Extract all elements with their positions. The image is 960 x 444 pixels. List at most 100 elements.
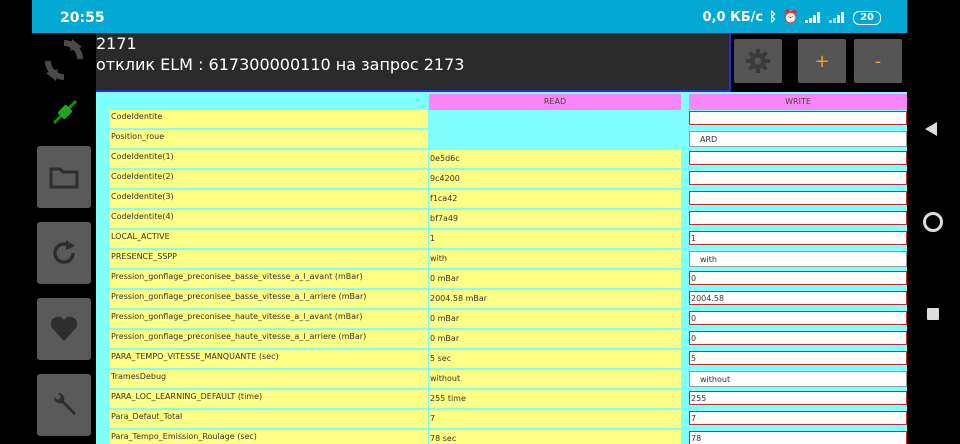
param-write-input[interactable] <box>689 211 907 225</box>
param-read-value: 2004.58 mBar <box>429 290 681 308</box>
param-name: Pression_gonflage_preconisee_basse_vites… <box>109 270 428 288</box>
param-write-input[interactable]: 7 <box>689 411 907 425</box>
param-name: CodeIdentite(1) <box>109 150 428 168</box>
param-read-value: 1 <box>429 230 681 248</box>
param-write-select[interactable]: ARD <box>689 131 907 147</box>
signal-icon-2 <box>829 12 847 23</box>
param-name: Para_Defaut_Total <box>109 410 428 428</box>
recents-icon[interactable] <box>927 308 939 320</box>
table-row: Pression_gonflage_preconisee_haute_vites… <box>96 310 907 330</box>
param-write-input[interactable] <box>689 171 907 185</box>
param-write-input[interactable]: 255 <box>689 391 907 405</box>
param-write-input[interactable]: 78 <box>689 431 907 444</box>
table-row: CodeIdentite(1) 0e5d6c <box>96 150 907 170</box>
param-read-value <box>429 110 681 128</box>
param-read-value: with <box>429 250 681 268</box>
param-name: TramesDebug <box>109 370 428 388</box>
read-column-header: READ <box>429 94 681 110</box>
param-read-value: 78 sec <box>429 430 681 444</box>
param-name: LOCAL_ACTIVE <box>109 230 428 248</box>
table-row: Position_roue ARD <box>96 130 907 150</box>
table-row: LOCAL_ACTIVE 1 1 <box>96 230 907 250</box>
param-read-value: 0 mBar <box>429 270 681 288</box>
signal-icon <box>805 12 823 23</box>
table-row: PARA_LOC_LEARNING_DEFAULT (time) 255 time… <box>96 390 907 410</box>
table-row: CodeIdentite(2) 9c4200 <box>96 170 907 190</box>
battery-icon: 20 <box>853 10 881 25</box>
status-time: 20:55 <box>60 10 105 26</box>
status-indicators: 0,0 КБ/с ᛒ ⏰ 20 <box>703 10 881 25</box>
param-name: Pression_gonflage_preconisee_haute_vites… <box>109 330 428 348</box>
favorite-button[interactable] <box>37 298 91 360</box>
table-row: CodeIdentite(4) bf7a49 <box>96 210 907 230</box>
param-write-input[interactable]: 0 <box>689 331 907 345</box>
param-read-value: 255 time <box>429 390 681 408</box>
param-write-input[interactable] <box>689 191 907 205</box>
sync-icon[interactable] <box>42 37 86 83</box>
bluetooth-icon: ᛒ <box>769 10 777 25</box>
heart-icon <box>50 316 78 341</box>
param-name: CodeIdentite(2) <box>109 170 428 188</box>
table-row: Pression_gonflage_preconisee_basse_vites… <box>96 270 907 290</box>
param-write-input[interactable]: 0 <box>689 271 907 285</box>
param-write-select[interactable]: without <box>689 371 907 387</box>
wrench-icon <box>53 392 76 415</box>
param-name: CodeIdentite(4) <box>109 210 428 228</box>
param-write-input[interactable] <box>689 151 907 165</box>
table-row: CodeIdentite(3) f1ca42 <box>96 190 907 210</box>
param-name: CodeIdentite <box>109 110 428 128</box>
refresh-icon <box>53 240 75 264</box>
log-line-1: 2171 <box>96 34 137 53</box>
param-write-input[interactable]: 1 <box>689 231 907 245</box>
param-read-value: bf7a49 <box>429 210 681 228</box>
param-name: PARA_TEMPO_VITESSE_MANQUANTE (sec) <box>109 350 428 368</box>
log-line-2: отклик ELM : 617300000110 на запрос 2173 <box>96 55 465 74</box>
table-row: PRESENCE_SSPP with with <box>96 250 907 270</box>
settings-button[interactable] <box>734 39 782 83</box>
param-name: Pression_gonflage_preconisee_basse_vites… <box>109 290 428 308</box>
status-bar: 20:55 0,0 КБ/с ᛒ ⏰ 20 <box>32 0 907 33</box>
table-row: Pression_gonflage_preconisee_basse_vites… <box>96 290 907 310</box>
connection-plug-icon <box>50 97 80 127</box>
zoom-in-button[interactable]: + <box>798 39 846 83</box>
param-name: Para_Tempo_Emission_Roulage (sec) <box>109 430 428 444</box>
network-speed: 0,0 КБ/с <box>702 10 764 25</box>
param-write-input[interactable] <box>689 111 907 125</box>
table-row: PARA_TEMPO_VITESSE_MANQUANTE (sec) 5 sec 5 <box>96 350 907 370</box>
parameter-table: READ WRITE CodeIdentite Position_roue ARD C… <box>96 92 907 444</box>
param-read-value: 5 sec <box>429 350 681 368</box>
elm-log-panel: 2171 отклик ELM : 617300000110 на запрос… <box>96 33 731 92</box>
zoom-out-button[interactable]: - <box>854 39 902 83</box>
param-read-value: 0 mBar <box>429 330 681 348</box>
param-read-value: without <box>429 370 681 388</box>
android-nav-bar <box>907 0 960 444</box>
back-icon[interactable] <box>925 122 937 136</box>
param-read-value: 0e5d6c <box>429 150 681 168</box>
write-column-header: WRITE <box>689 94 907 110</box>
param-write-input[interactable]: 2004.58 <box>689 291 907 305</box>
param-read-value: 7 <box>429 410 681 428</box>
param-name: PRESENCE_SSPP <box>109 250 428 268</box>
refresh-button[interactable] <box>37 222 91 284</box>
home-icon[interactable] <box>923 212 943 232</box>
table-row: TramesDebug without without <box>96 370 907 390</box>
gear-icon <box>746 49 770 73</box>
param-name: Pression_gonflage_preconisee_haute_vites… <box>109 310 428 328</box>
param-name: Position_roue <box>109 130 428 148</box>
param-read-value: 9c4200 <box>429 170 681 188</box>
param-name: PARA_LOC_LEARNING_DEFAULT (time) <box>109 390 428 408</box>
open-folder-button[interactable] <box>37 146 91 208</box>
param-write-select[interactable]: with <box>689 251 907 267</box>
table-row: Para_Tempo_Emission_Roulage (sec) 78 sec 7… <box>96 430 907 444</box>
table-row: Pression_gonflage_preconisee_haute_vites… <box>96 330 907 350</box>
table-row: Para_Defaut_Total 7 7 <box>96 410 907 430</box>
param-name: CodeIdentite(3) <box>109 190 428 208</box>
table-row: CodeIdentite <box>96 110 907 130</box>
param-write-input[interactable]: 5 <box>689 351 907 365</box>
param-read-value <box>429 130 681 148</box>
folder-icon <box>49 167 79 189</box>
alarm-icon: ⏰ <box>782 10 800 25</box>
settings-tools-button[interactable] <box>37 374 91 436</box>
param-write-input[interactable]: 0 <box>689 311 907 325</box>
param-read-value: f1ca42 <box>429 190 681 208</box>
